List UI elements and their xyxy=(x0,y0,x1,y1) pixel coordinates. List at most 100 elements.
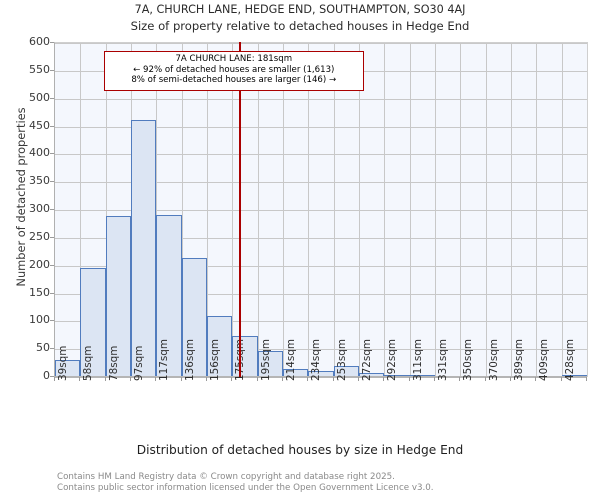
x-tick-mark xyxy=(104,377,106,381)
gridline-vertical xyxy=(511,43,512,377)
y-tick-label: 100 xyxy=(29,313,50,327)
x-tick-mark xyxy=(510,377,511,381)
y-tick-label: 500 xyxy=(29,90,50,104)
y-tick-mark xyxy=(50,153,54,155)
annotation-line-1: 7A CHURCH LANE: 181sqm xyxy=(175,54,293,64)
x-tick-mark xyxy=(282,377,283,381)
x-tick-label: 292sqm xyxy=(386,339,399,381)
gridline-vertical xyxy=(156,43,158,377)
y-tick-mark xyxy=(50,42,54,43)
attribution-footer: Contains HM Land Registry data © Crown c… xyxy=(57,472,597,493)
x-tick-mark xyxy=(231,377,233,381)
x-tick-label: 214sqm xyxy=(285,339,297,381)
x-tick-label: 389sqm xyxy=(513,339,525,381)
y-axis-ticks: 0 50 100 150 200 250 300 350 400 450 500 550 600 xyxy=(0,0,54,500)
y-tick-label: 400 xyxy=(29,146,50,160)
x-tick-mark xyxy=(535,377,537,381)
x-tick-label: 409sqm xyxy=(538,339,551,381)
plot-area xyxy=(54,42,588,377)
x-tick-label: 117sqm xyxy=(158,339,171,381)
y-tick-label: 50 xyxy=(36,341,50,355)
gridline-horizontal xyxy=(55,237,587,239)
x-tick-label: 195sqm xyxy=(259,339,272,381)
y-tick-mark xyxy=(50,69,54,71)
footer-line-2: Contains public sector information licen… xyxy=(57,482,434,493)
gridline-horizontal xyxy=(55,293,587,295)
y-tick-mark xyxy=(50,320,54,322)
x-tick-mark xyxy=(408,377,410,381)
gridline-vertical xyxy=(283,43,284,377)
histogram-bar xyxy=(207,315,233,377)
chart-title-block: 7A, CHURCH LANE, HEDGE END, SOUTHAMPTON,… xyxy=(0,2,600,35)
x-tick-label: 234sqm xyxy=(310,339,323,381)
x-tick-label: 253sqm xyxy=(335,339,348,381)
histogram-bar xyxy=(181,257,207,377)
x-tick-label: 136sqm xyxy=(183,339,196,381)
gridline-vertical xyxy=(561,43,563,377)
x-tick-mark xyxy=(307,377,309,381)
x-tick-mark xyxy=(484,377,486,381)
histogram-bar xyxy=(257,351,283,377)
y-tick-mark xyxy=(50,264,54,266)
x-tick-label: 331sqm xyxy=(437,339,449,381)
annotation-line-3: 8% of semi-detached houses are larger (1… xyxy=(131,75,337,86)
gridline-vertical xyxy=(536,43,538,377)
gridline-horizontal xyxy=(55,265,587,267)
y-tick-label: 350 xyxy=(29,174,50,188)
histogram-bar xyxy=(105,215,131,377)
gridline-horizontal xyxy=(55,98,587,100)
histogram-bar xyxy=(232,335,258,377)
gridline-horizontal xyxy=(55,154,587,156)
y-tick-label: 200 xyxy=(29,257,50,271)
gridline-vertical xyxy=(257,43,259,377)
gridline-vertical xyxy=(460,43,462,377)
page-title: 7A, CHURCH LANE, HEDGE END, SOUTHAMPTON,… xyxy=(134,3,466,16)
x-tick-mark xyxy=(79,377,81,381)
gridline-vertical xyxy=(232,43,234,377)
x-tick-mark xyxy=(332,377,334,381)
gridline-vertical xyxy=(384,43,386,377)
y-tick-mark xyxy=(50,125,54,127)
x-tick-mark xyxy=(256,377,258,381)
x-tick-label: 428sqm xyxy=(563,339,576,381)
x-tick-mark xyxy=(459,377,461,381)
x-tick-label: 58sqm xyxy=(82,345,95,381)
y-tick-mark xyxy=(50,209,54,210)
x-tick-label: 97sqm xyxy=(133,345,145,381)
gridline-vertical xyxy=(485,43,487,377)
x-tick-mark xyxy=(54,377,55,381)
gridline-horizontal xyxy=(55,182,587,184)
y-tick-mark xyxy=(50,97,54,99)
x-tick-label: 350sqm xyxy=(462,339,475,381)
annotation-callout: 7A CHURCH LANE: 181sqm ← 92% of detached… xyxy=(103,51,364,91)
gridline-horizontal xyxy=(55,210,587,211)
x-tick-mark xyxy=(434,377,435,381)
histogram-bar xyxy=(156,215,182,377)
y-tick-mark xyxy=(50,181,54,183)
x-tick-mark xyxy=(130,377,131,381)
footer-line-1: Contains HM Land Registry data © Crown c… xyxy=(57,472,395,482)
x-tick-label: 39sqm xyxy=(57,345,69,381)
gridline-vertical xyxy=(308,43,310,377)
x-tick-mark xyxy=(358,377,359,381)
x-tick-label: 311sqm xyxy=(411,339,424,381)
x-axis-title: Distribution of detached houses by size … xyxy=(136,443,464,457)
gridline-horizontal xyxy=(55,43,587,44)
y-tick-label: 550 xyxy=(29,62,50,76)
property-marker-line xyxy=(238,42,241,377)
y-tick-label: 450 xyxy=(29,118,50,132)
gridline-vertical xyxy=(333,43,335,377)
histogram-bar xyxy=(131,119,157,377)
x-tick-mark xyxy=(155,377,157,381)
gridline-horizontal xyxy=(55,126,587,128)
y-tick-label: 150 xyxy=(29,285,50,299)
y-tick-label: 0 xyxy=(43,369,50,382)
gridline-vertical xyxy=(207,43,208,377)
gridline-vertical xyxy=(409,43,411,377)
y-tick-mark xyxy=(50,236,54,238)
x-tick-label: 156sqm xyxy=(209,339,221,381)
y-tick-mark xyxy=(50,376,54,377)
x-tick-mark xyxy=(586,377,587,381)
y-tick-label: 300 xyxy=(29,202,50,215)
x-tick-mark xyxy=(560,377,562,381)
